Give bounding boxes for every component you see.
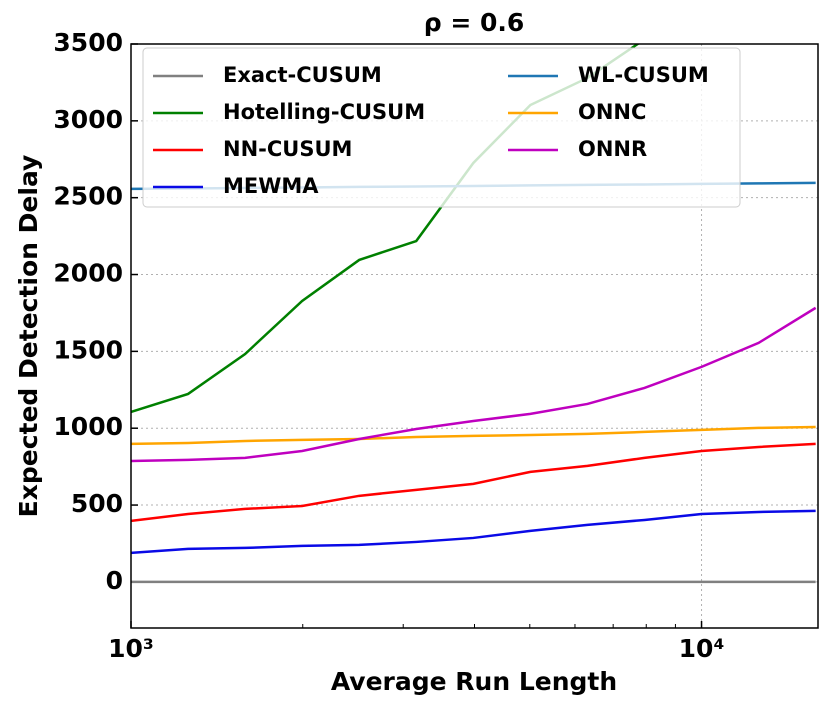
legend-label: ONNC	[578, 100, 646, 124]
legend-label: MEWMA	[223, 174, 319, 198]
y-axis-label: Expected Detection Delay	[14, 155, 43, 518]
legend-label: WL-CUSUM	[578, 63, 709, 87]
y-tick-label: 1000	[53, 412, 123, 441]
y-tick-label: 0	[106, 566, 123, 595]
x-tick-label: 10⁴	[679, 634, 725, 663]
series-line	[131, 442, 816, 523]
y-tick-label: 3000	[53, 105, 123, 134]
y-tick-label: 500	[71, 489, 123, 518]
y-tick-label: 1500	[53, 335, 123, 364]
y-tick-label: 2500	[53, 182, 123, 211]
plot-frame	[130, 43, 819, 629]
legend-box	[142, 47, 741, 208]
x-axis-label: Average Run Length	[331, 667, 617, 696]
y-tick-label: 2000	[53, 259, 123, 288]
legend-label: ONNR	[578, 137, 647, 161]
x-tick-label: 10³	[108, 634, 154, 663]
chart-title: ρ = 0.6	[424, 8, 525, 37]
series-line	[131, 306, 817, 463]
series-line	[131, 425, 816, 446]
legend-label: Exact-CUSUM	[223, 63, 382, 87]
y-tick-label: 3500	[53, 28, 123, 57]
legend-label: Hotelling-CUSUM	[223, 100, 425, 124]
legend-label: NN-CUSUM	[223, 137, 352, 161]
series-line	[131, 509, 816, 555]
